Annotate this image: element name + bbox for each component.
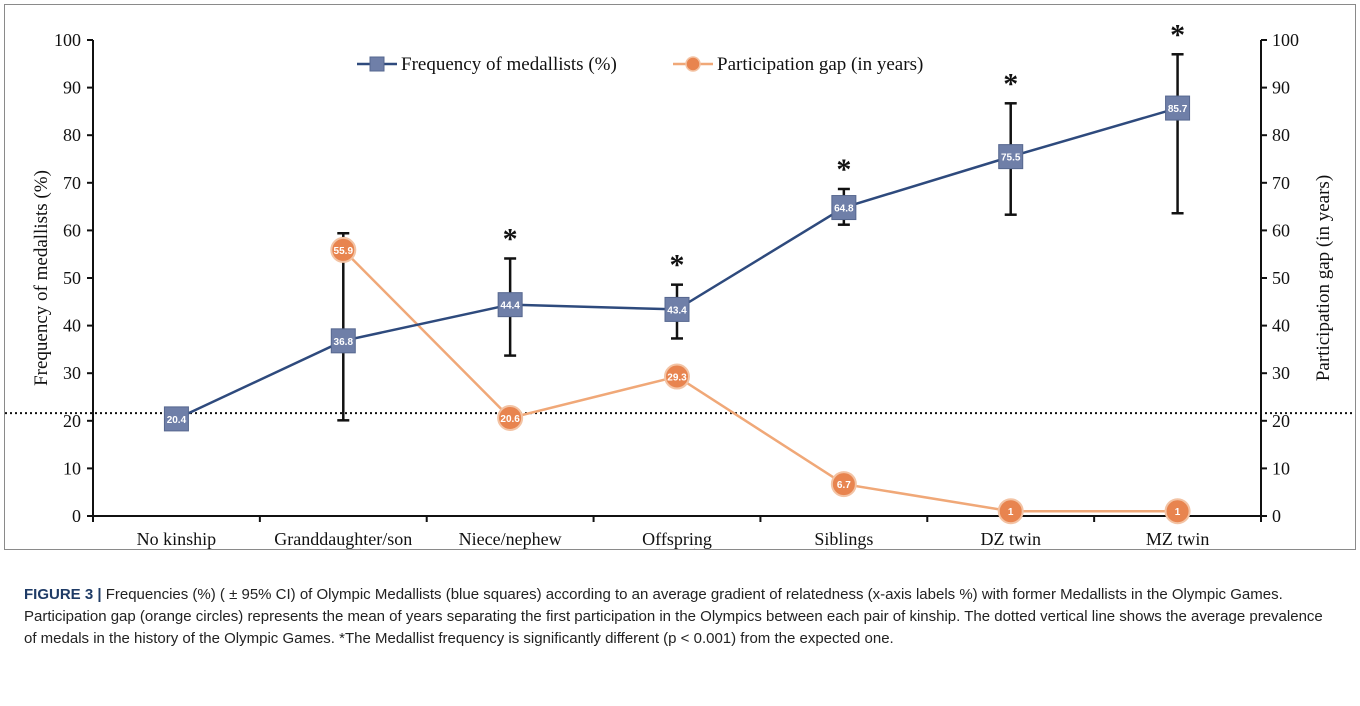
x-tick-label: Offspring	[642, 529, 712, 549]
figure-caption-text: Frequencies (%) ( ± 95% CI) of Olympic M…	[24, 586, 1323, 647]
x-tick-label: (25%)	[321, 545, 366, 549]
x-tick-label: Siblings	[814, 529, 873, 549]
data-label-participation-gap: 1	[1175, 507, 1181, 518]
y-tick-label: 80	[63, 125, 81, 145]
x-tick-label: (50%)	[988, 545, 1033, 549]
legend-label-participation-gap: Participation gap (in years)	[717, 54, 923, 75]
y-tick-label: 50	[63, 268, 81, 288]
circle-marker	[830, 471, 857, 498]
square-marker	[998, 144, 1024, 170]
legend-marker-frequency	[369, 56, 385, 72]
circle-marker	[997, 498, 1024, 525]
x-tick-label: DZ twin	[980, 529, 1041, 549]
y2-tick-label: 0	[1272, 506, 1281, 526]
x-tick-label: MZ twin	[1146, 529, 1210, 549]
data-label-participation-gap: 1	[1008, 507, 1014, 518]
circle-marker	[664, 363, 690, 390]
series-line-participation-gap	[342, 249, 1178, 513]
y2-tick-label: 90	[1272, 78, 1290, 98]
chart: 0 0 10 10 20 20 30 30 40 40 50 50 60 60 70 70 80 80 90 90 10…	[5, 18, 1355, 549]
y2-tick-label: 20	[1272, 411, 1290, 431]
x-tick-label: Niece/nephew	[459, 529, 562, 549]
y-tick-label: 30	[63, 363, 81, 383]
circle-marker	[1164, 498, 1191, 525]
significance-marker: *	[1003, 67, 1018, 100]
y-tick-label: 20	[63, 411, 81, 431]
y2-tick-label: 60	[1272, 220, 1290, 240]
y-tick-label: 90	[63, 78, 81, 98]
y-tick-label: 10	[63, 458, 81, 478]
data-label-frequency: 85.7	[1168, 104, 1188, 115]
square-marker	[163, 406, 189, 432]
significance-marker: *	[503, 222, 518, 255]
y-tick-label: 60	[63, 220, 81, 240]
data-label-frequency: 75.5	[1001, 153, 1021, 164]
axes: 0 0 10 10 20 20 30 30 40 40 50 50 60 60 70 70 80 80 90 90 10…	[31, 30, 1334, 549]
data-label-participation-gap: 29.3	[667, 373, 687, 384]
figure-frame: 0 0 10 10 20 20 30 30 40 40 50 50 60 60 70 70 80 80 90 90 10…	[4, 4, 1356, 550]
y2-tick-label: 40	[1272, 316, 1290, 336]
data-label-frequency: 43.4	[667, 305, 687, 316]
y-tick-label: 40	[63, 316, 81, 336]
y2-tick-label: 70	[1272, 173, 1290, 193]
y-tick-label: 0	[72, 506, 81, 526]
x-tick-label: No kinship	[137, 529, 217, 549]
y2-axis-title: Participation gap (in years)	[1313, 175, 1334, 381]
square-marker	[330, 328, 356, 354]
significance-marker: *	[670, 249, 685, 282]
square-marker	[664, 296, 690, 322]
square-marker	[831, 195, 857, 221]
legend-marker-participation-gap	[685, 56, 701, 72]
significance-marker: *	[836, 153, 851, 186]
x-tick-label: Granddaughter/son	[274, 529, 412, 549]
data-label-frequency: 44.4	[500, 301, 520, 312]
x-tick-label: (50%)	[655, 545, 700, 549]
square-marker	[497, 292, 523, 318]
circle-marker	[497, 404, 524, 431]
figure-caption: FIGURE 3 | Frequencies (%) ( ± 95% CI) o…	[24, 584, 1334, 650]
circle-marker	[330, 236, 357, 263]
data-label-frequency: 20.4	[167, 415, 187, 426]
legend-label-frequency: Frequency of medallists (%)	[401, 54, 617, 75]
y2-tick-label: 50	[1272, 268, 1290, 288]
y2-tick-label: 100	[1272, 30, 1299, 50]
data-label-frequency: 64.8	[834, 204, 854, 215]
y2-tick-label: 80	[1272, 125, 1290, 145]
y2-tick-label: 10	[1272, 458, 1290, 478]
y-tick-label: 100	[54, 30, 81, 50]
data-label-participation-gap: 6.7	[837, 480, 851, 491]
data-label-participation-gap: 20.6	[500, 414, 520, 425]
data-label-frequency: 36.8	[334, 337, 354, 348]
y-tick-label: 70	[63, 173, 81, 193]
x-tick-label: (25%)	[488, 545, 533, 549]
y-axis-title: Frequency of medallists (%)	[31, 170, 52, 386]
square-marker	[1165, 95, 1191, 121]
legend: Frequency of medallists (%) Participation…	[357, 54, 923, 75]
x-tick-label: (100%)	[1151, 545, 1205, 549]
data-label-participation-gap: 55.9	[334, 246, 354, 257]
series-layer: * * * * * 20.4 36.8 44.4 43.4 64.8 75.5 85.7 55.9 20.…	[163, 18, 1191, 525]
significance-marker: *	[1170, 18, 1185, 51]
figure-label: FIGURE 3 |	[24, 586, 102, 603]
y2-tick-label: 30	[1272, 363, 1290, 383]
x-tick-label: (50%)	[821, 545, 866, 549]
